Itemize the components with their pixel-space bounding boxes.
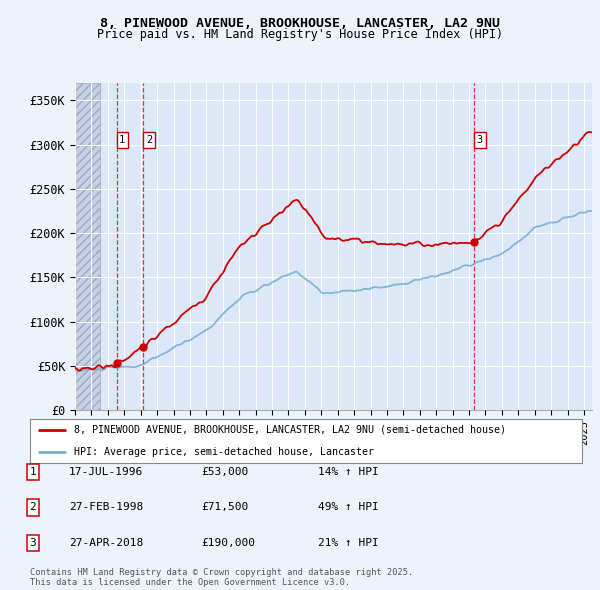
Text: 1: 1 <box>119 135 125 145</box>
Text: 2: 2 <box>29 503 37 512</box>
Bar <box>75 83 100 410</box>
Text: 2: 2 <box>146 135 152 145</box>
Text: 49% ↑ HPI: 49% ↑ HPI <box>318 503 379 512</box>
Text: 27-FEB-1998: 27-FEB-1998 <box>69 503 143 512</box>
Text: 3: 3 <box>477 135 483 145</box>
Text: £71,500: £71,500 <box>201 503 248 512</box>
Text: 1: 1 <box>29 467 37 477</box>
Text: Contains HM Land Registry data © Crown copyright and database right 2025.
This d: Contains HM Land Registry data © Crown c… <box>30 568 413 587</box>
Text: £53,000: £53,000 <box>201 467 248 477</box>
Text: 21% ↑ HPI: 21% ↑ HPI <box>318 538 379 548</box>
Text: 17-JUL-1996: 17-JUL-1996 <box>69 467 143 477</box>
Text: 3: 3 <box>29 538 37 548</box>
Text: HPI: Average price, semi-detached house, Lancaster: HPI: Average price, semi-detached house,… <box>74 447 374 457</box>
Text: 8, PINEWOOD AVENUE, BROOKHOUSE, LANCASTER, LA2 9NU: 8, PINEWOOD AVENUE, BROOKHOUSE, LANCASTE… <box>100 17 500 30</box>
Text: 8, PINEWOOD AVENUE, BROOKHOUSE, LANCASTER, LA2 9NU (semi-detached house): 8, PINEWOOD AVENUE, BROOKHOUSE, LANCASTE… <box>74 425 506 435</box>
Text: Price paid vs. HM Land Registry's House Price Index (HPI): Price paid vs. HM Land Registry's House … <box>97 28 503 41</box>
Text: 14% ↑ HPI: 14% ↑ HPI <box>318 467 379 477</box>
Text: £190,000: £190,000 <box>201 538 255 548</box>
Text: 27-APR-2018: 27-APR-2018 <box>69 538 143 548</box>
